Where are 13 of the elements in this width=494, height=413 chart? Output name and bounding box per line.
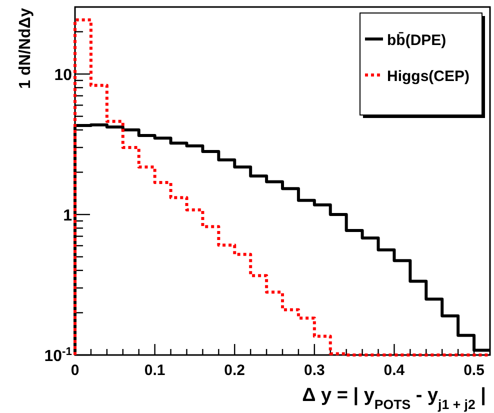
y-axis-title: 1 dN/NdΔy <box>17 8 34 89</box>
x-tick-label: 0.2 <box>224 362 246 379</box>
x-tick-label: 0.1 <box>144 362 166 379</box>
x-tick-label: 0 <box>70 362 80 379</box>
x-axis-title: Δ y = | y$_{POTS}$ - y$_{j1 + j2}$ | <box>302 385 486 412</box>
x-tick-label: 0.3 <box>304 362 325 379</box>
legend-label: Higgs(CEP) <box>387 68 470 85</box>
x-tick-label: 0.4 <box>384 362 406 379</box>
x-tick-label: 0.5 <box>464 362 484 379</box>
legend-label: bb̄(DPE) <box>387 32 446 49</box>
y-tick-label: 10 <box>54 67 72 84</box>
y-tick-label: 10$^{-1}$ <box>44 346 72 365</box>
y-tick-label: 1 <box>63 208 72 225</box>
